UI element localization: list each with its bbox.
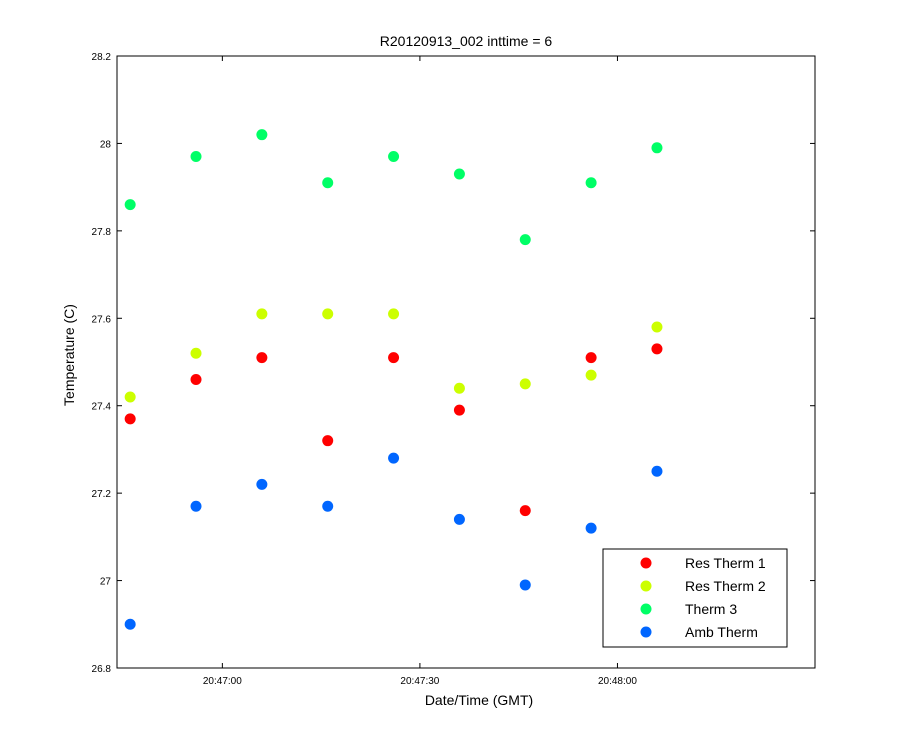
point-res-therm-1 [585,352,597,364]
point-res-therm-1 [256,352,268,364]
point-res-therm-1 [651,343,663,355]
x-axis-label: Date/Time (GMT) [425,692,533,708]
y-tick-label: 27.2 [92,489,112,500]
point-therm-3 [453,168,465,180]
legend-label-amb-therm: Amb Therm [685,624,758,640]
y-tick-label: 28 [100,139,112,150]
point-amb-therm [388,452,400,464]
data-points [124,129,663,630]
point-therm-3 [651,142,663,154]
point-res-therm-2 [124,391,136,403]
x-tick-label: 20:48:00 [598,676,637,687]
point-amb-therm [453,513,465,525]
point-res-therm-2 [322,308,334,320]
point-res-therm-1 [453,404,465,416]
point-res-therm-1 [388,352,400,364]
legend: Res Therm 1 Res Therm 2 Therm 3 Amb Therm [602,548,788,648]
point-amb-therm [651,465,663,477]
x-tick-label: 20:47:30 [400,676,439,687]
point-res-therm-2 [519,378,531,390]
point-amb-therm [585,522,597,534]
point-res-therm-2 [190,347,202,359]
point-res-therm-1 [519,505,531,517]
legend-marker-res-therm-2 [640,580,652,592]
chart-title: R20120913_002 inttime = 6 [380,33,553,49]
y-tick-label: 27.4 [92,402,112,413]
legend-marker-therm-3 [640,603,652,615]
x-axis: 20:47:00 20:47:30 20:48:00 [203,56,637,687]
point-res-therm-2 [651,321,663,333]
legend-label-res-therm-2: Res Therm 2 [685,578,766,594]
point-res-therm-1 [124,413,136,425]
legend-marker-res-therm-1 [640,557,652,569]
legend-label-therm-3: Therm 3 [685,601,737,617]
legend-label-res-therm-1: Res Therm 1 [685,555,766,571]
y-axis-label: Temperature (C) [61,304,77,406]
point-res-therm-2 [388,308,400,320]
y-tick-label: 27 [100,577,112,588]
point-amb-therm [519,579,531,591]
legend-marker-amb-therm [640,626,652,638]
y-tick-label: 28.2 [92,52,112,63]
point-therm-3 [519,234,531,246]
point-res-therm-1 [322,435,334,447]
y-axis: 26.8 27 27.2 27.4 27.6 27.8 28 28.2 [92,52,815,675]
point-res-therm-2 [453,382,465,394]
point-amb-therm [322,500,334,512]
point-therm-3 [322,177,334,189]
point-therm-3 [585,177,597,189]
point-amb-therm [190,500,202,512]
x-tick-label: 20:47:00 [203,676,242,687]
legend-box [602,548,788,648]
point-therm-3 [256,129,268,141]
point-res-therm-1 [190,373,202,385]
y-tick-label: 27.8 [92,227,112,238]
point-amb-therm [124,618,136,630]
y-tick-label: 27.6 [92,314,112,325]
point-therm-3 [388,151,400,163]
point-res-therm-2 [585,369,597,381]
point-amb-therm [256,478,268,490]
point-therm-3 [124,199,136,211]
point-therm-3 [190,151,202,163]
point-res-therm-2 [256,308,268,320]
y-tick-label: 26.8 [92,664,112,675]
